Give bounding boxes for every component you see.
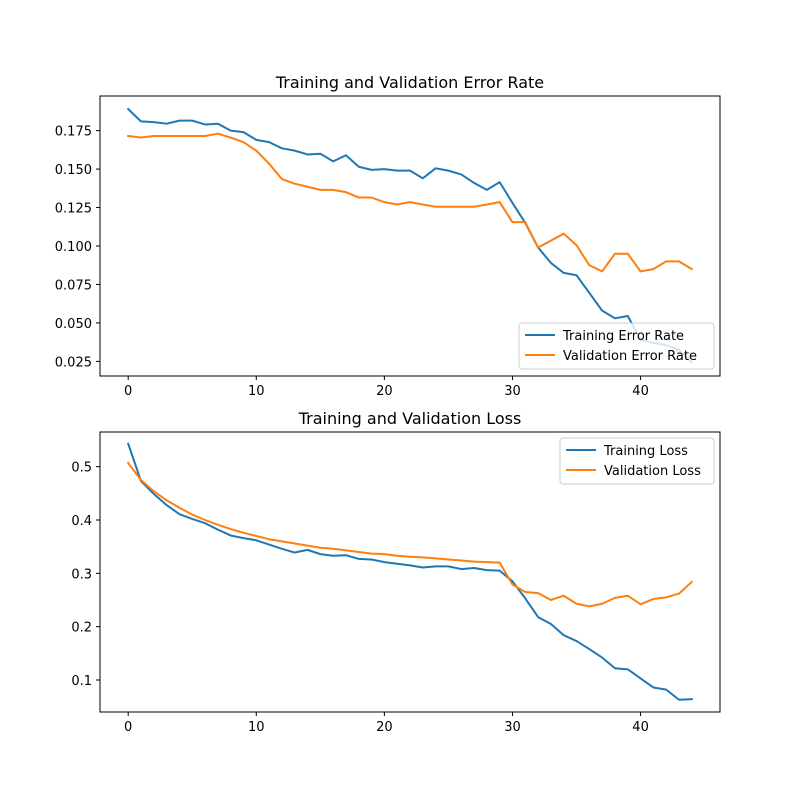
chart-title: Training and Validation Loss (298, 409, 522, 428)
y-tick-label: 0.175 (55, 125, 92, 140)
x-tick-label: 20 (376, 720, 393, 735)
chart-1: Training and Validation Error Rate 0 10 20 3… (55, 73, 721, 399)
legend-box (518, 322, 715, 370)
y-tick-label: 0.5 (71, 461, 92, 476)
y-tick-label: 0.125 (55, 202, 92, 217)
series-line-training (126, 107, 694, 364)
legend: Training Loss Validation Loss (559, 437, 715, 485)
x-tick-label: 40 (632, 384, 649, 399)
x-tick-label: 0 (124, 384, 132, 399)
plot-frame (99, 431, 721, 713)
x-tick-label: 30 (504, 720, 521, 735)
legend-label: Validation Error Rate (563, 349, 697, 364)
x-tick-label: 40 (632, 720, 649, 735)
y-tick-label: 0.025 (55, 355, 92, 370)
chart-title: Training and Validation Error Rate (275, 73, 544, 92)
y-tick-label: 0.050 (55, 317, 92, 332)
legend-label: Validation Loss (604, 464, 701, 479)
x-tick-label: 20 (376, 384, 393, 399)
x-tick-label: 30 (504, 384, 521, 399)
chart-2: Training and Validation Loss 0 10 20 30 40 0.1… (71, 409, 721, 735)
x-tick-label: 10 (248, 384, 265, 399)
y-tick-label: 0.100 (55, 240, 92, 255)
y-tick-label: 0.4 (71, 514, 92, 529)
series-line-training (126, 442, 693, 701)
y-tick-label: 0.2 (71, 621, 92, 636)
y-tick-label: 0.075 (55, 278, 92, 293)
y-tick-label: 0.150 (55, 163, 92, 178)
legend-label: Training Error Rate (562, 329, 684, 344)
y-tick-label: 0.1 (71, 674, 92, 689)
legend: Training Error Rate Validation Error Rate (518, 322, 715, 370)
legend-label: Training Loss (603, 444, 688, 459)
series-line-validation (126, 461, 694, 608)
y-tick-label: 0.3 (71, 567, 92, 582)
x-tick-label: 10 (248, 720, 265, 735)
x-tick-label: 0 (124, 720, 132, 735)
legend-box (559, 437, 715, 485)
series-line-validation (127, 132, 694, 273)
plot-frame (99, 95, 721, 377)
